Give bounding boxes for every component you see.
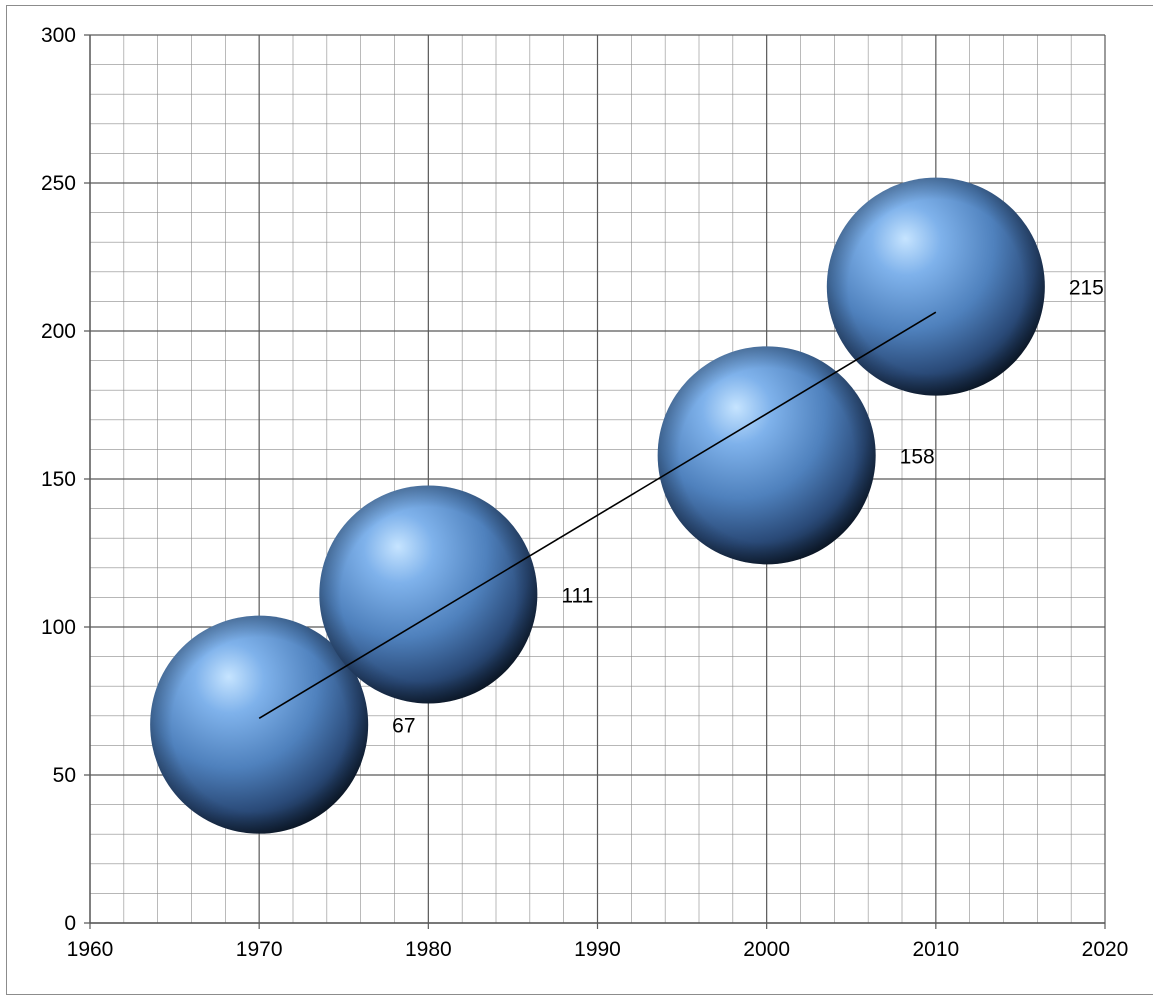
bubble-series [150, 177, 1045, 834]
data-label: 111 [561, 584, 593, 607]
bubble [150, 615, 369, 834]
data-label: 158 [900, 445, 935, 468]
y-tick-label: 200 [41, 320, 76, 343]
trendline-layer [258, 311, 937, 720]
bubble [657, 346, 876, 565]
bubble-rim-shade [150, 615, 369, 834]
axes: 1960 1970 1980 1990 2000 2010 2020 0 50 100 150 200… [41, 24, 1128, 961]
y-tick-label: 100 [41, 616, 76, 639]
x-tick-label: 2000 [743, 938, 790, 961]
y-tick-label: 50 [53, 764, 76, 787]
bubble-rim-shade [657, 346, 876, 565]
x-tick-label: 2010 [912, 938, 959, 961]
data-labels: 67 111 158 215 [392, 277, 1104, 738]
bubble [319, 485, 538, 704]
trendline [258, 311, 937, 720]
y-tick-label: 250 [41, 172, 76, 195]
y-tick-label: 150 [41, 468, 76, 491]
y-tick-label: 0 [64, 912, 76, 935]
bubble-rim-shade [319, 485, 538, 704]
x-tick-label: 2020 [1082, 938, 1129, 961]
data-label: 215 [1069, 277, 1104, 300]
bubble-rim-shade [826, 177, 1045, 396]
x-tick-label: 1980 [405, 938, 452, 961]
x-tick-label: 1970 [236, 938, 283, 961]
chart-frame [6, 5, 1153, 995]
bubble [826, 177, 1045, 396]
x-tick-label: 1990 [574, 938, 621, 961]
data-label: 67 [392, 715, 415, 738]
y-tick-label: 300 [41, 24, 76, 47]
x-tick-label: 1960 [67, 938, 114, 961]
